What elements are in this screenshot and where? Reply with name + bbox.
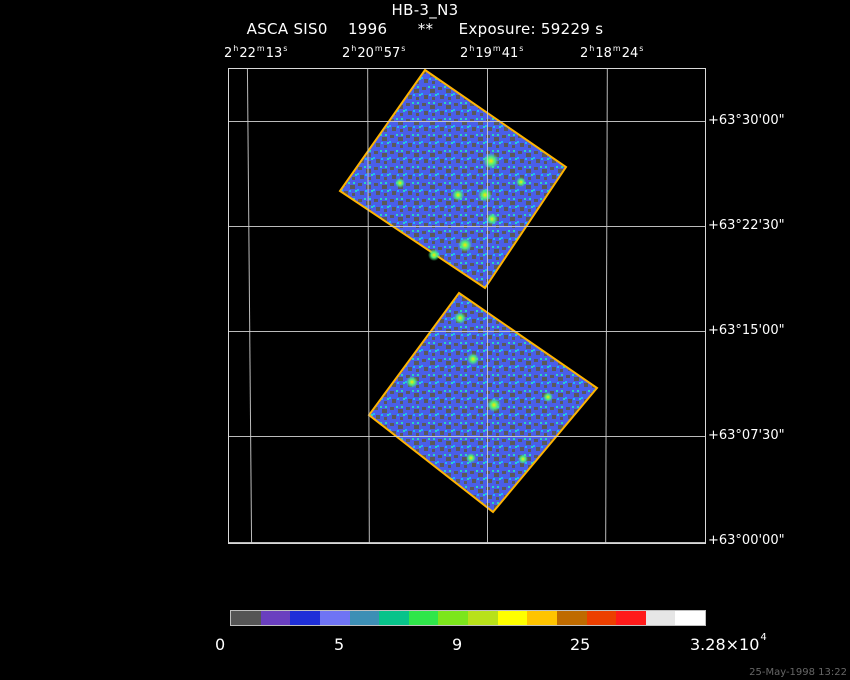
grid-horizontal-4 <box>229 436 705 437</box>
colorbar-swatch-5 <box>349 611 380 625</box>
colorbar-swatch-1 <box>231 611 261 625</box>
timestamp-footer: 25-May-1998 13:22 <box>749 667 847 678</box>
ra-m-unit-4: m <box>612 44 621 53</box>
sky-image-plot <box>228 68 706 544</box>
source-spot <box>486 213 498 225</box>
colorbar-label-0: 0 <box>215 635 226 654</box>
source-spot <box>406 376 418 388</box>
dec-tick-label-1: +63°30'00" <box>708 113 785 128</box>
source-spot <box>428 249 440 261</box>
ra-s-2: 57 <box>383 46 401 61</box>
dec-tick-label-5: +63°00'00" <box>708 533 785 548</box>
ra-m-1: 22 <box>239 46 256 61</box>
ra-m-2: 20 <box>357 46 374 61</box>
grid-vertical-3 <box>487 69 488 543</box>
image-title: HB-3_N3 <box>391 1 459 19</box>
ra-tick-label-3: 2h19m41s <box>460 44 524 61</box>
ra-h-unit-2: h <box>351 44 357 53</box>
colorbar-swatch-11 <box>527 611 557 625</box>
colorbar-label-9: 9 <box>452 635 463 654</box>
ra-m-unit-2: m <box>374 44 383 53</box>
colorbar-label-max: 3.28×104 <box>690 631 767 654</box>
ra-s-unit-2: s <box>401 44 406 53</box>
ra-s-1: 13 <box>265 46 283 61</box>
colorbar-swatch-7 <box>408 611 439 625</box>
source-spot <box>454 312 466 324</box>
ra-m-unit-1: m <box>256 44 265 53</box>
colorbar-swatch-8 <box>438 611 468 625</box>
ra-h-unit-3: h <box>469 44 475 53</box>
colorbar-swatch-10 <box>497 611 528 625</box>
colorbar-max-exponent: 4 <box>760 631 767 643</box>
ra-h-1: 2 <box>224 46 233 61</box>
dec-tick-label-2: +63°22'30" <box>708 218 785 233</box>
source-spot <box>458 238 472 252</box>
ccd-chip-lower <box>367 291 599 514</box>
ra-tick-label-4: 2h18m24s <box>580 44 644 61</box>
dec-tick-label-3: +63°15'00" <box>708 323 785 338</box>
colorbar-swatch-16 <box>675 611 705 625</box>
source-spot <box>467 353 479 365</box>
grid-horizontal-2 <box>229 226 705 227</box>
colorbar-swatch-6 <box>379 611 409 625</box>
colorbar-label-5: 5 <box>334 635 345 654</box>
ra-s-unit-3: s <box>519 44 524 53</box>
colorbar-swatch-2 <box>260 611 291 625</box>
ra-h-2: 2 <box>342 46 351 61</box>
ra-s-4: 24 <box>621 46 639 61</box>
colorbar-swatch-3 <box>290 611 320 625</box>
image-subtitle: ASCA SIS0 1996 ** Exposure: 59229 s <box>246 20 604 38</box>
ra-m-4: 18 <box>595 46 612 61</box>
source-spot <box>478 188 492 202</box>
ra-h-unit-1: h <box>233 44 239 53</box>
grid-horizontal-5 <box>229 542 705 543</box>
source-spot <box>483 153 499 169</box>
colorbar-swatch-15 <box>645 611 676 625</box>
ra-m-unit-3: m <box>492 44 501 53</box>
colorbar-swatch-9 <box>468 611 498 625</box>
ra-h-unit-4: h <box>589 44 595 53</box>
grid-horizontal-3 <box>229 331 705 332</box>
colorbar-swatch-4 <box>319 611 350 625</box>
dec-tick-label-4: +63°07'30" <box>708 428 785 443</box>
ccd-chip-upper <box>338 69 568 290</box>
grid-horizontal-1 <box>229 121 705 122</box>
colorbar-swatch-12 <box>556 611 587 625</box>
ra-s-3: 41 <box>501 46 519 61</box>
ra-s-unit-4: s <box>639 44 644 53</box>
intensity-colorbar <box>230 610 706 626</box>
source-spot <box>395 178 405 188</box>
ra-s-unit-1: s <box>283 44 288 53</box>
source-spot <box>543 392 553 402</box>
source-spot <box>516 177 526 187</box>
sky-exposure-map <box>338 69 599 514</box>
ra-m-3: 19 <box>475 46 492 61</box>
ra-h-3: 2 <box>460 46 469 61</box>
source-spot <box>518 454 528 464</box>
colorbar-swatch-14 <box>616 611 646 625</box>
ra-tick-label-2: 2h20m57s <box>342 44 406 61</box>
ra-tick-label-1: 2h22m13s <box>224 44 288 61</box>
colorbar-label-25: 25 <box>570 635 591 654</box>
colorbar-max-mantissa: 3.28×10 <box>690 635 760 654</box>
source-spot <box>466 453 476 463</box>
source-spot <box>487 398 501 412</box>
source-spot <box>452 189 464 201</box>
colorbar-swatch-13 <box>586 611 617 625</box>
ra-h-4: 2 <box>580 46 589 61</box>
